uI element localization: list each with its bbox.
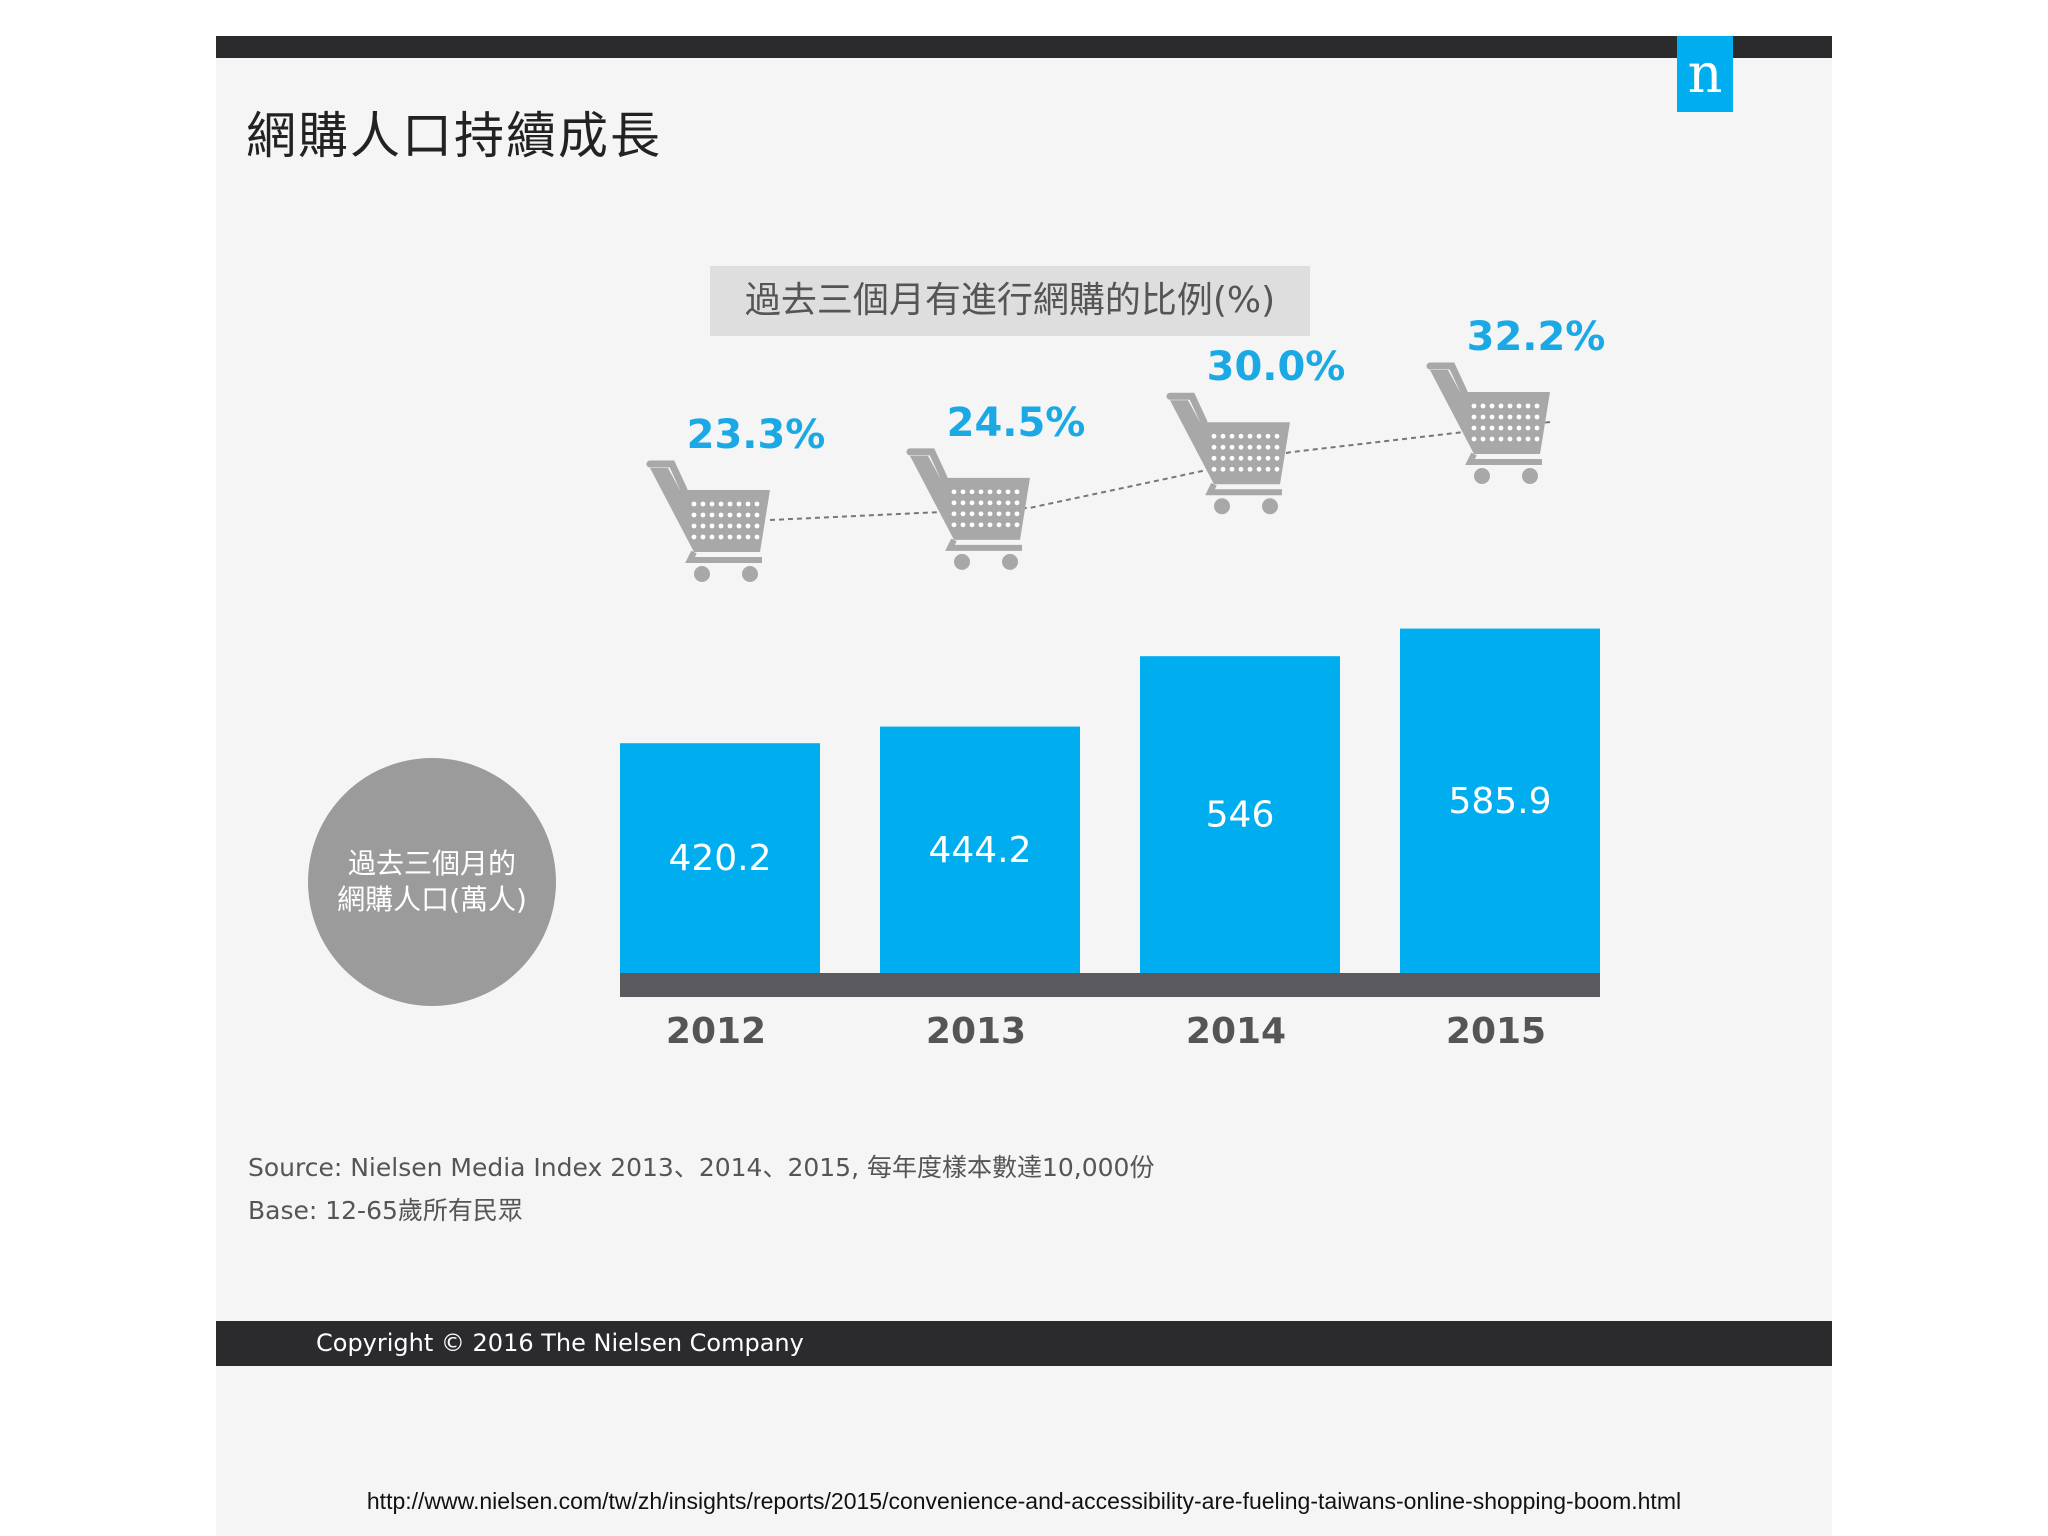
circle-label-line1: 過去三個月的 (347, 847, 516, 880)
base-line: Base: 12-65歲所有民眾 (248, 1196, 523, 1225)
source-line: Source: Nielsen Media Index 2013、2014、20… (248, 1153, 1155, 1182)
year-tick-label: 2014 (1186, 1011, 1286, 1052)
source-url: http://www.nielsen.com/tw/zh/insights/re… (366, 1488, 1682, 1514)
bar (620, 743, 820, 973)
bar (880, 726, 1080, 973)
shopping-cart-icon (646, 460, 770, 582)
percentage-label: 23.3% (687, 412, 826, 458)
shopping-cart-icon (1426, 362, 1550, 484)
circle-label-line2: 網購人口(萬人) (337, 883, 527, 916)
bar (1400, 628, 1600, 973)
chart-title: 過去三個月有進行網購的比例(%) (710, 266, 1310, 336)
year-tick-label: 2013 (926, 1011, 1026, 1052)
shopping-cart-icon (906, 448, 1030, 570)
page-title: 網購人口持續成長 (246, 107, 662, 165)
bar-value-label: 444.2 (928, 830, 1031, 871)
top-bar (216, 36, 1832, 58)
copyright-text: Copyright © 2016 The Nielsen Company (316, 1329, 804, 1357)
percentage-label: 32.2% (1467, 314, 1606, 360)
percentage-label: 30.0% (1207, 344, 1346, 390)
year-tick-label: 2012 (666, 1011, 766, 1052)
baseline-axis (620, 973, 1600, 997)
year-tick-label: 2015 (1446, 1011, 1546, 1052)
bar-value-label: 585.9 (1448, 781, 1551, 822)
circle-label: 過去三個月的 網購人口(萬人) (308, 758, 556, 1006)
source-note: Source: Nielsen Media Index 2013、2014、20… (248, 1146, 1154, 1232)
trend-line (769, 421, 1551, 521)
bar-value-label: 420.2 (668, 838, 771, 879)
percentage-label: 24.5% (947, 400, 1086, 446)
bottom-bar: Copyright © 2016 The Nielsen Company (216, 1321, 1832, 1366)
shopping-cart-icon (1166, 392, 1290, 515)
bar-value-label: 546 (1206, 795, 1275, 836)
nielsen-logo: n (1677, 36, 1733, 112)
bar (1140, 656, 1340, 973)
